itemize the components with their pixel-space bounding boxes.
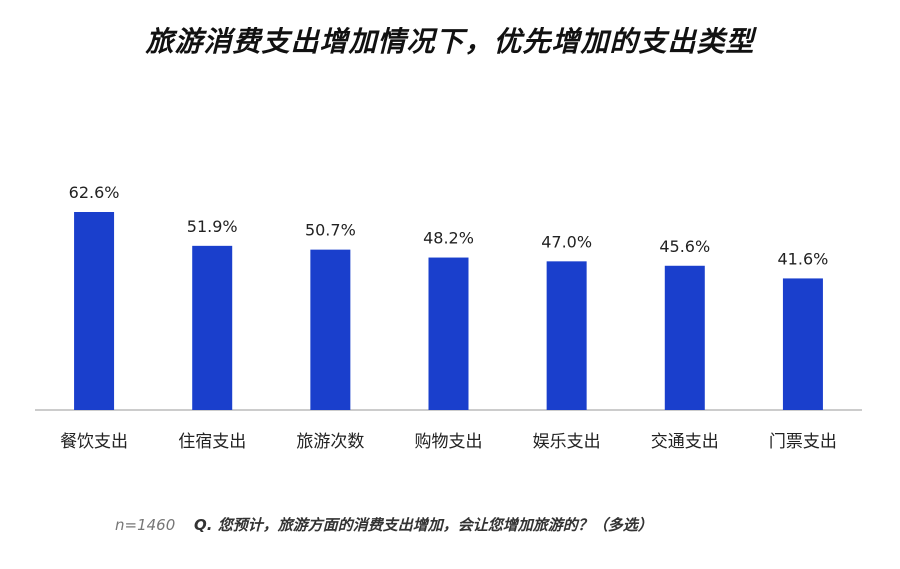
bar-5 bbox=[546, 261, 587, 410]
value-label-5: 47.0% bbox=[541, 232, 592, 251]
category-label-5: 娱乐支出 bbox=[533, 432, 601, 452]
bar-chart: 62.6% 餐饮支出 51.9% 住宿支出 50.7% 旅游次数 48.2% 购物支出 47.0… bbox=[35, 183, 862, 452]
bar-6 bbox=[664, 265, 705, 410]
chart-title: 旅游消费支出增加情况下，优先增加的支出类型 bbox=[145, 25, 755, 58]
value-label-7: 41.6% bbox=[778, 249, 829, 268]
bar-3 bbox=[310, 249, 351, 410]
footnote: n=1460 Q. 您预计，旅游方面的消费支出增加，会让您增加旅游的？（多选） bbox=[115, 514, 653, 535]
category-label-2: 住宿支出 bbox=[178, 432, 246, 452]
category-label-3: 旅游次数 bbox=[296, 432, 364, 452]
bar-4 bbox=[428, 257, 469, 410]
bar-7 bbox=[782, 278, 823, 410]
value-label-4: 48.2% bbox=[423, 229, 474, 248]
bar-2 bbox=[192, 245, 233, 410]
category-label-7: 门票支出 bbox=[769, 432, 837, 452]
bar-1 bbox=[74, 212, 115, 410]
value-label-2: 51.9% bbox=[187, 217, 238, 236]
category-label-6: 交通支出 bbox=[651, 432, 719, 452]
value-label-1: 62.6% bbox=[69, 183, 120, 202]
category-label-4: 购物支出 bbox=[415, 432, 483, 452]
value-label-6: 45.6% bbox=[659, 237, 710, 256]
category-label-1: 餐饮支出 bbox=[60, 432, 128, 452]
value-label-3: 50.7% bbox=[305, 221, 356, 240]
sample-size: n=1460 bbox=[115, 516, 176, 534]
survey-question: Q. 您预计，旅游方面的消费支出增加，会让您增加旅游的？（多选） bbox=[194, 516, 653, 534]
